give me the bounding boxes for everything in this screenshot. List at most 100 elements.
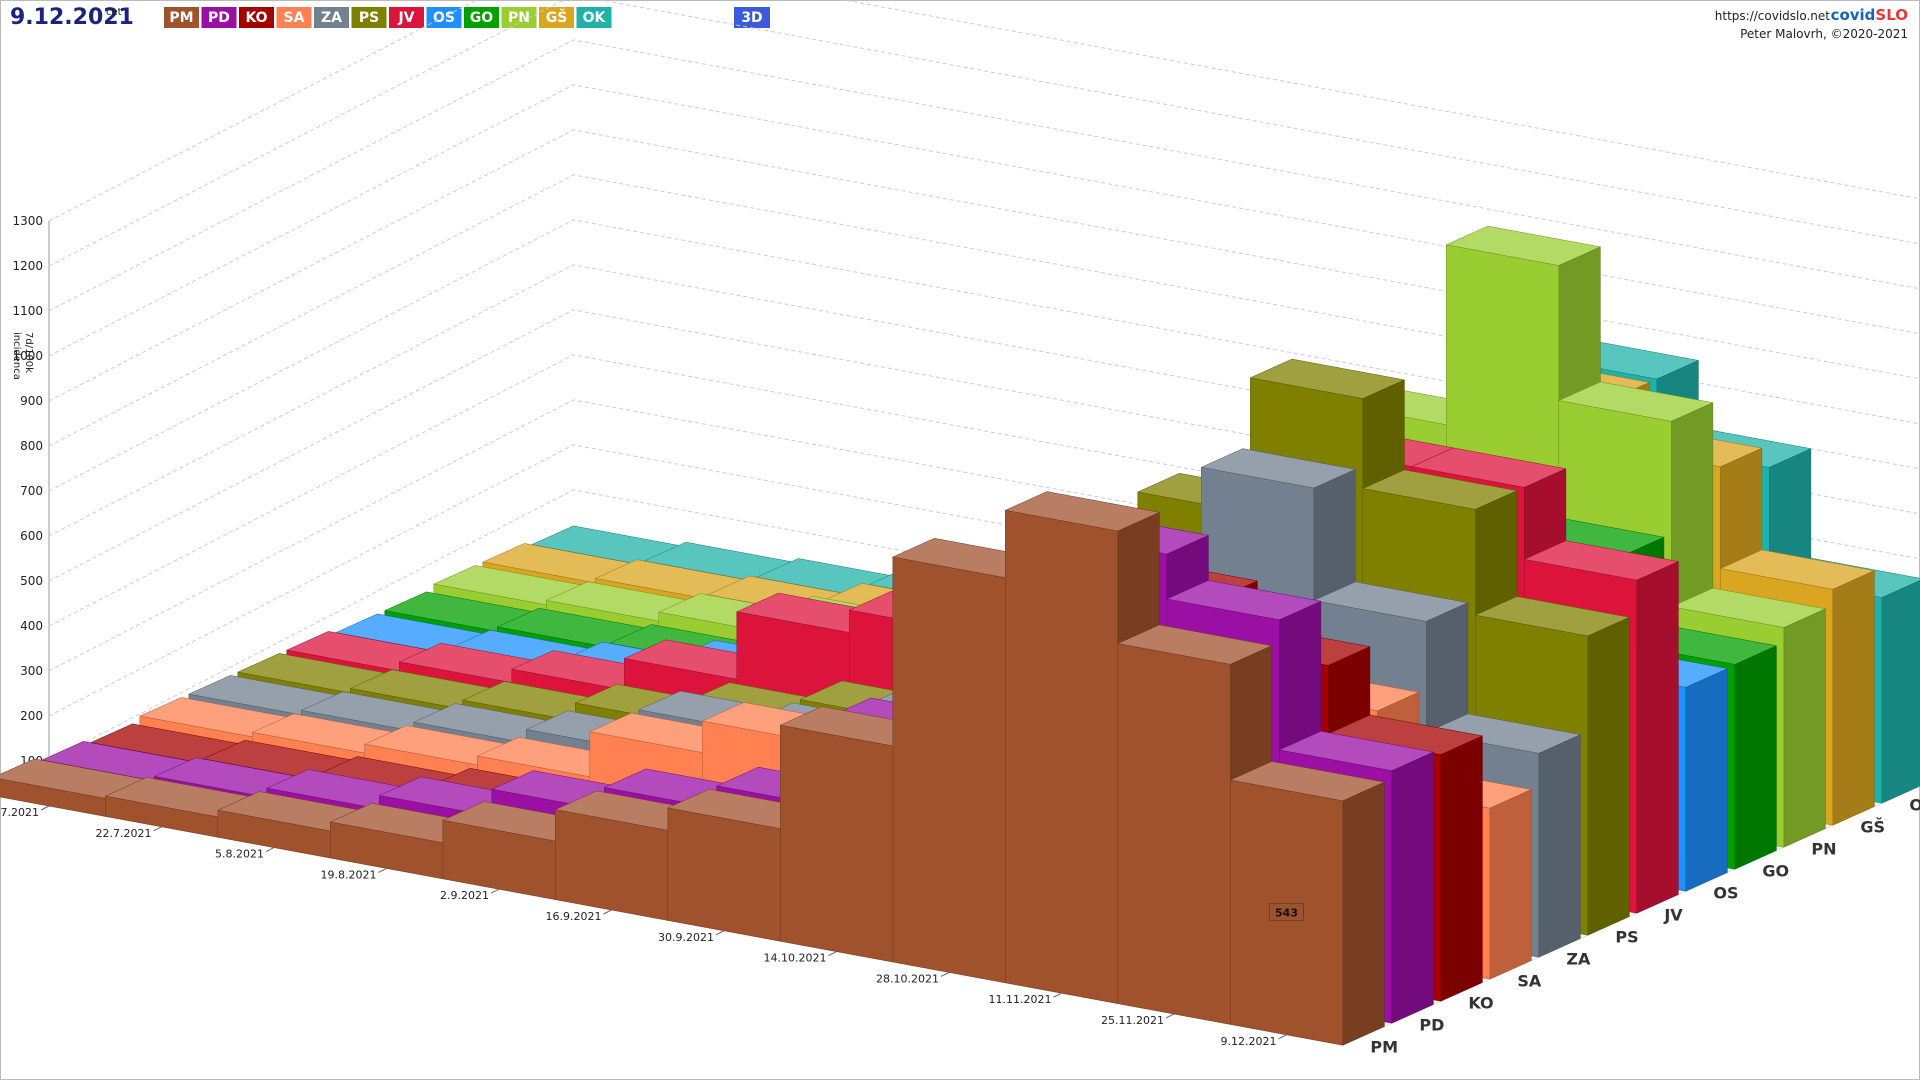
bar-side xyxy=(1391,751,1434,1024)
region-label: ZA xyxy=(1566,949,1591,968)
legend-label[interactable]: PM xyxy=(169,10,193,26)
grid-line xyxy=(48,0,1920,222)
legend-swatch xyxy=(164,7,199,28)
region-label: GO xyxy=(1762,861,1789,880)
legend-item[interactable]: ZA xyxy=(314,7,349,28)
y-tick-label: 600 xyxy=(20,529,43,543)
legend-label[interactable]: GŠ xyxy=(546,8,568,26)
x-tick-label: 11.11.2021 xyxy=(989,993,1052,1006)
legend-swatch xyxy=(539,7,574,28)
legend-swatch xyxy=(276,7,312,28)
legend-swatch xyxy=(576,7,612,28)
legend-item[interactable]: PM xyxy=(164,7,199,28)
legend-label[interactable]: PN xyxy=(508,10,530,26)
toggle-label[interactable]: 3D xyxy=(741,10,762,26)
x-tick-label: 5.8.2021 xyxy=(215,848,264,861)
region-label: OK xyxy=(1909,795,1920,814)
region-label: JV xyxy=(1663,905,1683,924)
x-tick xyxy=(265,847,275,853)
y-axis-title-line: 7d/100k xyxy=(23,332,34,373)
region-label: KO xyxy=(1468,993,1493,1012)
x-tick xyxy=(715,930,725,936)
legend-item[interactable]: KO xyxy=(239,7,274,28)
x-tick-label: 2.9.2021 xyxy=(440,889,489,902)
x-tick xyxy=(828,951,837,957)
legend-label[interactable]: JV xyxy=(397,10,414,26)
legend-item[interactable]: PN xyxy=(501,7,537,28)
legend-label[interactable]: OS xyxy=(433,10,455,26)
credit: Peter Malovrh, ©2020-2021 xyxy=(1740,27,1908,41)
y-tick-label: 500 xyxy=(20,574,43,588)
bar-side xyxy=(1587,616,1630,936)
x-tick xyxy=(1278,1034,1287,1040)
legend-item[interactable]: GŠ xyxy=(539,7,574,28)
bar-front xyxy=(892,556,1006,984)
legend-item[interactable]: PD xyxy=(201,7,237,28)
date-title: 9.12.2021 xyxy=(10,5,134,30)
x-tick xyxy=(603,909,612,915)
y-axis-title-line: incidenca xyxy=(11,332,22,380)
plot: 1002003004005006007008009001000110012001… xyxy=(0,0,1920,1056)
toggle-bg xyxy=(734,7,770,28)
region-label: PD xyxy=(1419,1015,1444,1034)
x-tick xyxy=(490,888,500,894)
legend-item[interactable]: PS xyxy=(351,7,387,28)
y-tick-label: 700 xyxy=(20,484,43,498)
source-url[interactable]: https://covidslo.net xyxy=(1715,9,1831,23)
brand-a: covid xyxy=(1831,6,1876,24)
legend-label[interactable]: PS xyxy=(359,10,379,26)
x-tick xyxy=(1165,1013,1175,1019)
region-label: GŠ xyxy=(1860,817,1885,836)
bar-front xyxy=(1005,509,1119,1004)
x-tick xyxy=(40,805,50,811)
bar-side xyxy=(1881,580,1920,804)
grid-line xyxy=(48,0,1920,267)
x-tick-label: 19.8.2021 xyxy=(321,868,377,881)
bar-side xyxy=(1440,735,1483,1002)
x-tick-label: 22.7.2021 xyxy=(96,827,152,840)
bar xyxy=(1229,761,1386,1046)
region-label: PS xyxy=(1615,927,1638,946)
legend-label[interactable]: GO xyxy=(470,10,493,26)
legend-swatch xyxy=(314,7,349,28)
brand-b: SLO xyxy=(1875,6,1908,24)
legend-label[interactable]: KO xyxy=(245,10,267,26)
weekday: čet xyxy=(106,6,122,18)
y-tick-label: 300 xyxy=(20,664,43,678)
region-label: SA xyxy=(1517,971,1542,990)
toggle-3d[interactable]: 3D xyxy=(734,7,770,28)
bar-side xyxy=(1783,608,1826,848)
legend-label[interactable]: PD xyxy=(208,10,230,26)
bar-side xyxy=(1685,668,1728,892)
x-tick-label: 28.10.2021 xyxy=(876,972,939,985)
legend-swatch xyxy=(239,7,274,28)
legend-swatch xyxy=(464,7,499,28)
x-tick xyxy=(153,826,162,832)
legend-label[interactable]: SA xyxy=(284,10,305,26)
bar-side xyxy=(1832,570,1875,826)
y-tick-label: 1200 xyxy=(12,259,43,273)
legend-swatch xyxy=(389,7,424,28)
x-tick-label: 14.10.2021 xyxy=(764,952,827,965)
bar-side xyxy=(1342,781,1385,1046)
y-tick-label: 1000 xyxy=(12,349,43,363)
legend-label[interactable]: OK xyxy=(583,10,607,26)
y-axis-title: 7d/100k incidenca xyxy=(11,332,34,380)
legend-swatch xyxy=(426,7,462,28)
legend: PM PD KO SA ZA PS JV OS GO PN GŠ OK xyxy=(164,7,612,28)
value-label-box xyxy=(1269,903,1304,921)
x-tick-label: 8.7.2021 xyxy=(0,806,39,819)
legend-item[interactable]: SA xyxy=(276,7,312,28)
region-label: OS xyxy=(1713,883,1738,902)
x-tick-label: 30.9.2021 xyxy=(658,931,714,944)
region-label: PN xyxy=(1811,839,1836,858)
legend-item[interactable]: JV xyxy=(389,7,424,28)
value-label: 543 xyxy=(1275,907,1298,920)
grid-line xyxy=(48,39,1920,312)
legend-item[interactable]: OK xyxy=(576,7,612,28)
legend-item[interactable]: GO xyxy=(464,7,499,28)
legend-label[interactable]: ZA xyxy=(321,10,342,26)
y-tick-label: 900 xyxy=(20,394,43,408)
